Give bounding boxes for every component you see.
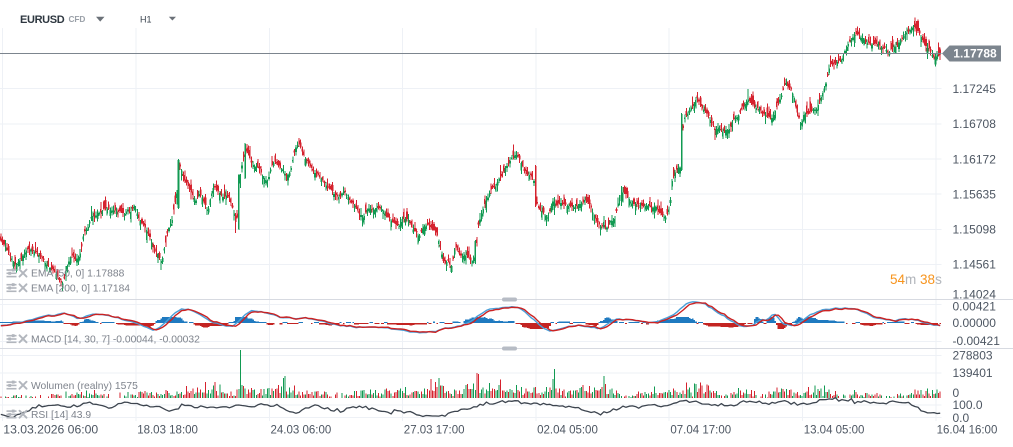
svg-text:1.16172: 1.16172 [953, 152, 997, 166]
svg-text:0.0: 0.0 [953, 411, 970, 425]
svg-text:1.14561: 1.14561 [953, 258, 997, 272]
svg-text:139401: 139401 [953, 366, 993, 380]
svg-text:13.04 05:00: 13.04 05:00 [804, 425, 865, 437]
svg-text:18.03 18:00: 18.03 18:00 [137, 425, 198, 437]
svg-text:1.16708: 1.16708 [953, 117, 997, 131]
svg-text:278803: 278803 [953, 349, 993, 363]
svg-text:EURUSD: EURUSD [20, 14, 65, 26]
svg-text:0.00000: 0.00000 [953, 316, 997, 330]
svg-text:1.14024: 1.14024 [953, 287, 997, 301]
svg-text:CFD: CFD [69, 14, 86, 24]
svg-text:1.17245: 1.17245 [953, 82, 997, 96]
svg-text:02.04 05:00: 02.04 05:00 [537, 425, 598, 437]
svg-text:54m 38s: 54m 38s [890, 272, 942, 287]
svg-text:1.17788: 1.17788 [953, 47, 997, 61]
svg-text:13.03.2026 06:00: 13.03.2026 06:00 [3, 423, 98, 437]
svg-text:07.04 17:00: 07.04 17:00 [670, 425, 731, 437]
svg-text:27.03 17:00: 27.03 17:00 [404, 425, 465, 437]
svg-text:Wolumen (realny) 1575: Wolumen (realny) 1575 [31, 381, 138, 392]
svg-text:1.15635: 1.15635 [953, 187, 997, 201]
svg-text:100.0: 100.0 [953, 398, 983, 412]
svg-text:0.00421: 0.00421 [953, 300, 997, 314]
svg-text:RSI [14] 43.9: RSI [14] 43.9 [31, 410, 91, 421]
svg-text:EMA [200, 0] 1.17184: EMA [200, 0] 1.17184 [31, 283, 130, 294]
svg-text:H1: H1 [140, 15, 152, 25]
svg-text:MACD [14, 30, 7] -0.00044, -0.: MACD [14, 30, 7] -0.00044, -0.00032 [31, 334, 200, 345]
svg-text:0: 0 [953, 386, 960, 400]
svg-text:1.15098: 1.15098 [953, 223, 997, 237]
svg-text:24.03 06:00: 24.03 06:00 [271, 425, 332, 437]
svg-text:-0.00421: -0.00421 [953, 334, 1001, 348]
svg-text:16.04 16:00: 16.04 16:00 [937, 425, 998, 437]
svg-text:EMA [50, 0] 1.17888: EMA [50, 0] 1.17888 [31, 269, 125, 280]
